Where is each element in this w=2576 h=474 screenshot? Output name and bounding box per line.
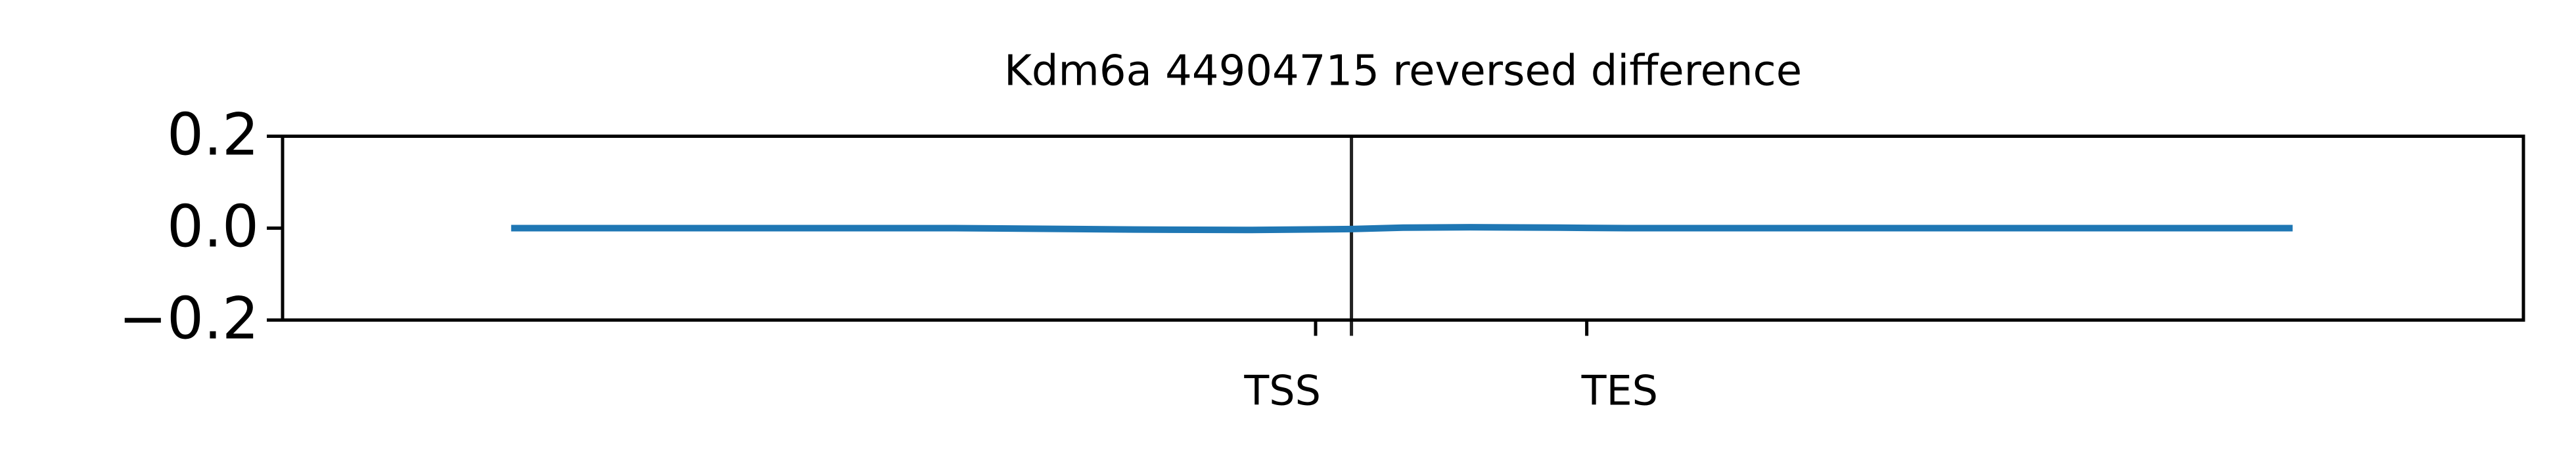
chart-title: Kdm6a 44904715 reversed difference — [1004, 47, 1802, 96]
x-tick-label: TES — [1581, 367, 1658, 415]
axes-frame — [281, 135, 2525, 322]
y-tick-label: −0.2 — [118, 284, 259, 352]
x-tick-label: TSS — [1243, 367, 1321, 415]
y-tick-label: 0.2 — [167, 100, 259, 168]
data-line — [511, 224, 2293, 234]
y-tick-label: 0.0 — [167, 192, 259, 260]
